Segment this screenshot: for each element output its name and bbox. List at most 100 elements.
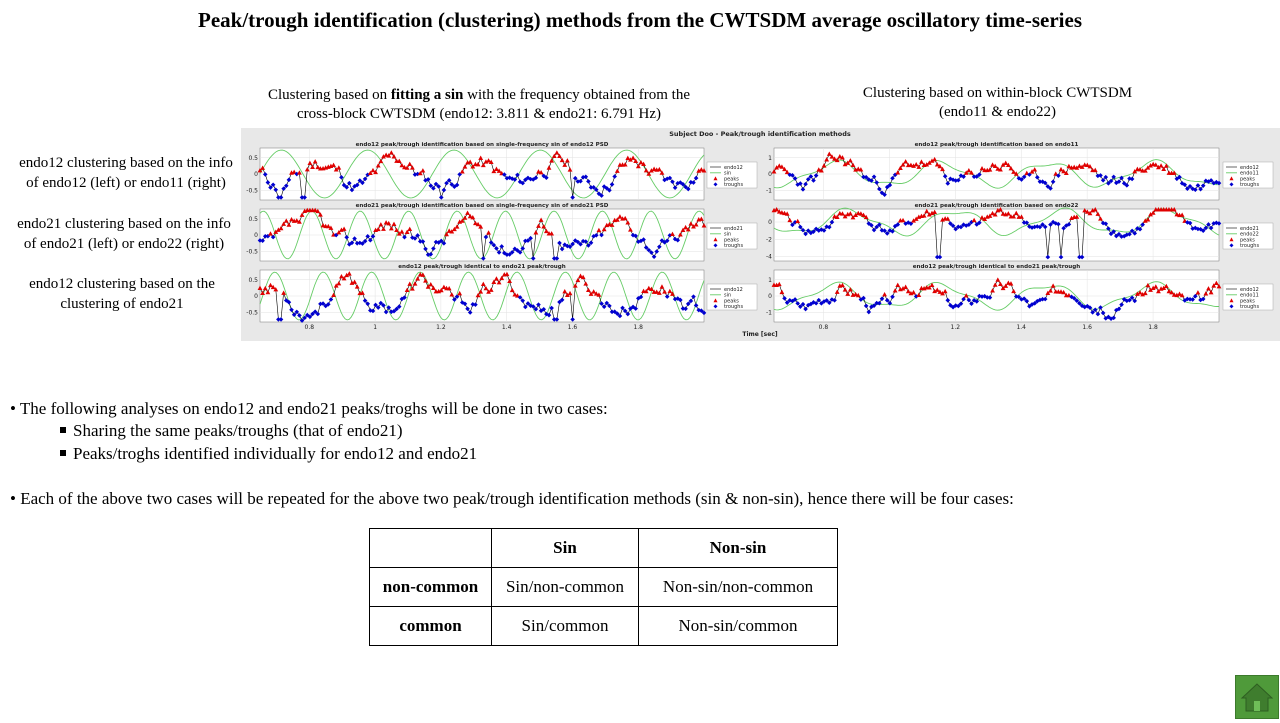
peak-marker [483,285,489,291]
peak-marker [462,215,468,220]
peak-marker [934,287,940,292]
trough-marker [373,302,378,308]
trough-marker [1116,231,1122,237]
x-tick-label: 1 [887,324,891,331]
peak-marker [847,158,853,163]
trough-marker [1111,229,1116,234]
trough-marker [798,181,803,186]
trough-marker [1095,311,1101,317]
trough-marker [680,306,686,311]
trough-marker [1037,297,1043,303]
trough-marker [675,237,681,243]
trough-marker [525,238,531,243]
trough-marker [431,246,436,251]
trough-marker [664,176,670,182]
trough-marker [1100,310,1106,316]
trough-marker [528,176,533,182]
trough-marker [1137,226,1143,232]
home-button[interactable] [1235,675,1279,719]
trough-marker [1032,301,1037,306]
trough-marker [879,296,885,302]
trough-marker [357,178,363,183]
trough-marker [1056,221,1061,227]
table-header-row: Sin Non-sin [369,528,838,568]
peak-marker [473,220,478,226]
trough-marker [1098,305,1103,310]
trough-marker [1019,297,1024,302]
peak-marker [593,291,599,296]
trough-marker [415,233,420,238]
trough-marker [934,254,940,260]
row-label-3-line2: clustering of endo21 [60,296,184,312]
trough-marker [633,306,638,311]
peak-marker [331,162,336,168]
peak-marker [275,227,281,232]
trough-marker [1208,225,1214,231]
trough-marker [1127,297,1132,303]
legend-label: troughs [724,304,743,310]
peak-marker [911,163,916,168]
trough-marker [953,226,958,232]
trough-marker [520,298,526,303]
peak-marker [596,227,602,233]
trough-marker [792,219,798,225]
peak-marker [1084,209,1090,214]
trough-marker [607,303,612,309]
sin-line [259,149,705,199]
peak-marker [643,288,649,294]
trough-marker [680,181,686,187]
peak-marker [407,281,413,286]
peak-marker [580,274,586,280]
trough-marker [1195,226,1201,232]
peak-marker [449,292,455,297]
trough-marker [913,294,919,299]
trough-marker [567,244,573,250]
caption-left-bold: fitting a sin [390,87,464,103]
trough-marker [937,254,943,260]
row-label-1-line1: endo12 clustering based on the info [19,155,233,171]
trough-marker [1116,306,1122,312]
trough-marker [691,294,696,299]
peak-marker [784,211,790,216]
peak-marker [1140,291,1146,297]
peak-marker [1003,283,1009,288]
trough-marker [318,301,323,307]
peak-marker [614,217,620,222]
trough-marker [874,300,879,306]
legend-swatch [1229,237,1234,242]
trough-marker [496,250,502,255]
peak-marker [307,160,313,166]
peak-marker [858,211,864,216]
trough-marker [454,182,460,188]
peak-marker [934,162,940,167]
peak-marker [1161,285,1167,290]
legend-label: endo12 [1240,287,1259,293]
peak-marker [1092,167,1098,173]
legend-label: endo12 [1240,165,1259,171]
trough-marker [866,309,872,315]
peak-marker [882,291,887,297]
trough-marker [549,305,554,311]
peak-marker [320,222,326,228]
peak-marker [1050,283,1056,288]
peak-marker [649,168,654,173]
peak-marker [1163,283,1169,289]
panel-title: endo21 peak/trough identification based … [915,203,1079,209]
trough-marker [874,180,879,185]
trough-marker [533,175,539,181]
trough-marker [1021,220,1027,225]
trough-marker [483,234,489,240]
table-row: non-common Sin/non-common Non-sin/non-co… [369,567,838,607]
peak-marker [850,162,856,168]
trough-marker [688,298,694,304]
peak-marker [625,220,631,225]
peak-marker [491,279,497,285]
trough-marker [1098,173,1103,178]
x-tick-label: 0.8 [305,324,315,331]
sub-bullet-1-text: Sharing the same peaks/troughs (that of … [73,421,403,440]
row-label-3: endo12 clustering based on the clusterin… [7,274,237,314]
trough-marker [525,301,531,306]
peak-marker [1206,286,1211,291]
x-tick-label: 1.4 [502,324,512,331]
trough-marker [517,250,523,255]
